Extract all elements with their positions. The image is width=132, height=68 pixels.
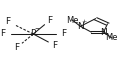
Text: N: N [100,27,107,37]
Text: F: F [61,30,66,38]
Text: +: + [81,19,87,24]
Text: P: P [31,30,36,38]
Text: F: F [53,41,58,50]
Text: Me: Me [106,34,118,42]
Text: F: F [0,30,5,38]
Text: −: − [34,25,40,30]
Text: N: N [77,22,84,31]
Text: Me: Me [66,16,79,24]
Text: F: F [47,16,52,25]
Text: F: F [14,43,19,52]
Text: F: F [5,17,10,26]
